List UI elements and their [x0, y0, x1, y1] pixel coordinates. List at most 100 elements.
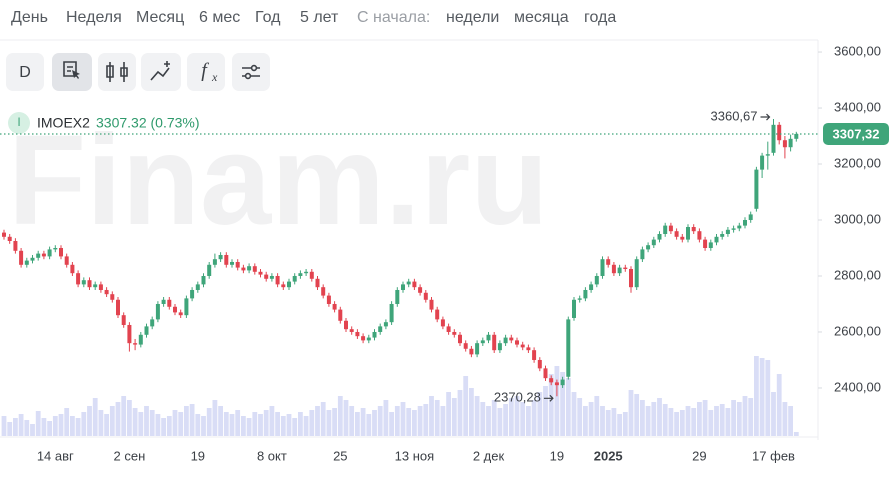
- watermark: Finam.ru: [8, 109, 549, 252]
- candle-body: [640, 249, 645, 260]
- candle-body: [355, 331, 360, 337]
- candle-body: [155, 303, 160, 320]
- volume-bar: [748, 398, 754, 436]
- candle-body: [532, 350, 537, 360]
- candle-body: [173, 306, 177, 313]
- volume-bar: [41, 418, 47, 436]
- candle-body: [754, 169, 759, 209]
- period-button[interactable]: День: [11, 9, 48, 26]
- period-button[interactable]: Месяц: [136, 9, 184, 26]
- volume-bar: [30, 424, 35, 436]
- interval-button[interactable]: [6, 53, 44, 91]
- volume-bar: [275, 412, 280, 436]
- candle-body: [452, 331, 457, 335]
- candle-body: [423, 292, 428, 300]
- volume-bar: [35, 411, 41, 436]
- candle-body: [515, 340, 519, 345]
- candle-body: [81, 280, 86, 285]
- x-tick-label: 2 сен: [114, 448, 146, 463]
- annotation-arrow: [543, 394, 554, 402]
- candle-body: [258, 271, 263, 275]
- draw-button[interactable]: [141, 53, 181, 91]
- volume-bar: [446, 392, 451, 436]
- since-button[interactable]: недели: [446, 9, 499, 26]
- volume-bar: [611, 408, 617, 436]
- candle-body: [480, 340, 485, 344]
- y-tick-label: 3600,00: [834, 43, 881, 58]
- volume-bar: [486, 406, 491, 436]
- volume-bar: [605, 410, 611, 436]
- volume-bar: [161, 418, 166, 436]
- volume-bar: [303, 416, 309, 436]
- since-button[interactable]: месяца: [514, 9, 569, 26]
- volume-bar: [87, 406, 92, 436]
- candle-body: [378, 326, 383, 332]
- x-tick-label: 25: [333, 448, 347, 463]
- since-button[interactable]: года: [584, 9, 616, 26]
- candle-body: [463, 343, 468, 349]
- tool-buttons: D f x: [6, 53, 270, 91]
- candle-body: [651, 239, 656, 246]
- candle-body: [59, 247, 63, 257]
- volume-bar: [121, 396, 127, 436]
- period-button[interactable]: Неделя: [66, 9, 122, 26]
- candle-body: [298, 273, 303, 276]
- volume-bar: [600, 406, 605, 436]
- candle-body: [520, 344, 525, 348]
- function-icon-sub: x: [211, 70, 218, 84]
- volume-bar: [719, 404, 725, 436]
- candle-body: [264, 274, 269, 279]
- x-tick-label: 2025: [594, 448, 623, 463]
- chart-type-button[interactable]: [52, 53, 92, 91]
- volume-bar: [565, 378, 571, 436]
- candle-body: [309, 271, 314, 279]
- candle-body: [646, 245, 651, 250]
- volume-bar: [491, 400, 497, 436]
- candle-body: [725, 229, 730, 235]
- x-tick-label: 14 авг: [37, 448, 74, 463]
- volume-bar: [793, 432, 799, 436]
- volume-bar: [320, 402, 326, 436]
- volume-bar: [731, 400, 736, 436]
- candle-body: [36, 253, 41, 258]
- candle-body: [138, 334, 143, 345]
- settings-button[interactable]: [232, 53, 270, 91]
- candle-body: [657, 234, 662, 240]
- volume-bar: [469, 388, 474, 436]
- volume-bar: [463, 376, 469, 436]
- volume-bar: [691, 408, 697, 436]
- volume-bar: [246, 418, 252, 436]
- volume-bar: [640, 400, 645, 436]
- watermark-layer: Finam.ru: [8, 109, 549, 252]
- volume-bar: [309, 410, 315, 436]
- candle-body: [617, 267, 622, 274]
- candle-button[interactable]: [98, 53, 136, 91]
- volume-bar: [543, 386, 548, 436]
- volume-bar: [645, 406, 651, 436]
- volume-bar: [765, 360, 771, 436]
- volume-bar: [315, 406, 320, 436]
- candle-body: [765, 154, 770, 156]
- volume-bar: [7, 422, 13, 436]
- candle-body: [446, 326, 451, 332]
- x-tick-label: 17 фев: [752, 448, 795, 463]
- candle-body: [714, 236, 719, 243]
- volume-bar: [508, 398, 514, 436]
- period-button[interactable]: 5 лет: [300, 9, 339, 26]
- candle-body: [600, 259, 605, 276]
- candle-body: [720, 234, 725, 237]
- indicator-button[interactable]: [187, 53, 225, 91]
- volume-bar: [417, 406, 423, 436]
- volume-bar: [571, 392, 577, 436]
- volume-bar: [628, 390, 634, 436]
- candle-body: [121, 315, 126, 325]
- plot: 2400,00 2600,00 2800,00 3000,00 3200,00 3400,…: [0, 43, 889, 463]
- period-button[interactable]: Год: [255, 9, 281, 26]
- candle-body: [304, 271, 309, 274]
- volume-bar: [212, 400, 218, 436]
- volume-bar: [195, 414, 201, 436]
- function-icon: f: [201, 60, 209, 82]
- period-button[interactable]: 6 мес: [199, 9, 240, 26]
- volume-bar: [714, 406, 719, 436]
- icon: [250, 64, 258, 72]
